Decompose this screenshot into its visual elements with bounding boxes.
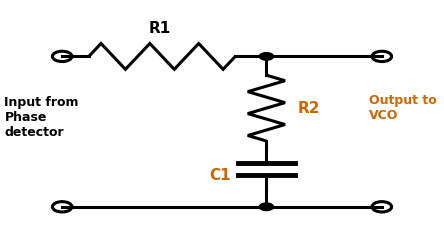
Circle shape: [259, 203, 274, 211]
Text: R1: R1: [149, 21, 171, 36]
Text: C1: C1: [209, 168, 231, 183]
Text: Input from
Phase
detector: Input from Phase detector: [4, 96, 79, 139]
Circle shape: [259, 53, 274, 60]
Text: R2: R2: [297, 101, 320, 116]
Text: Output to
VCO: Output to VCO: [369, 94, 436, 122]
